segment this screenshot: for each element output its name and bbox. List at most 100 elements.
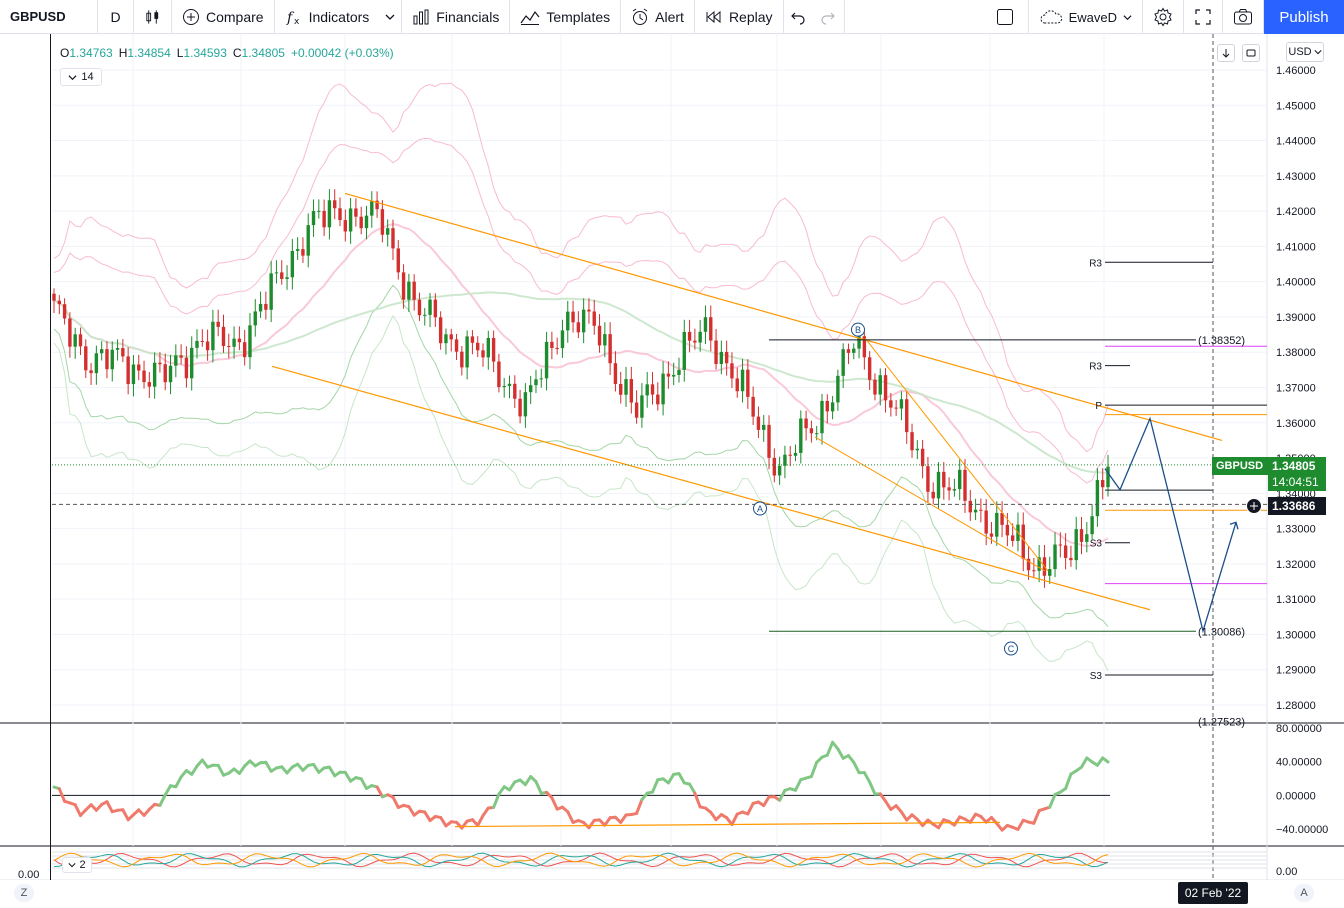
ohlc-legend: O1.34763 H1.34854 L1.34593 C1.34805 +0.0…	[60, 46, 394, 60]
chart-type-button[interactable]	[134, 0, 172, 34]
maximize-pane-button[interactable]	[1242, 44, 1260, 62]
pane2-left-zero: 0.00	[18, 869, 40, 881]
scroll-to-latest-button[interactable]	[1217, 44, 1235, 62]
pane2-series	[53, 852, 1109, 868]
candle-body	[650, 384, 655, 395]
arrow-down-icon	[1222, 49, 1230, 58]
projection-arrowhead	[1229, 521, 1239, 530]
candle-body	[894, 407, 898, 409]
high-label: H	[118, 46, 128, 60]
candle-body	[62, 304, 67, 319]
currency-select[interactable]: USD	[1286, 42, 1324, 62]
candle-body	[200, 340, 205, 342]
candle-body	[407, 281, 411, 300]
candle-body	[804, 418, 808, 429]
candle-body	[333, 200, 337, 209]
price-label: 1.40000	[1276, 277, 1316, 289]
candle-body	[1095, 480, 1100, 517]
oscillator-trendline	[454, 821, 1001, 828]
oscillator-segment	[1101, 756, 1110, 764]
candle-body	[242, 342, 247, 358]
candle-body	[698, 331, 702, 343]
candle-body	[878, 375, 882, 395]
pane2-series	[53, 852, 1109, 868]
indicator-templates-button[interactable]	[379, 0, 403, 34]
redo-icon	[820, 12, 835, 25]
candle-body	[1005, 524, 1010, 536]
price-label: 1.38000	[1276, 347, 1316, 359]
chart-canvas[interactable]: R3R3PS3S3ABC(1.38352)(1.30086)(1.27523) …	[0, 34, 1344, 880]
oscillator-segment	[375, 785, 384, 799]
symbol-search-button[interactable]: GBPUSD	[0, 0, 98, 34]
wave-projection	[1104, 416, 1237, 634]
undo-button[interactable]	[784, 0, 812, 34]
zoom-reset-button[interactable]: Z	[14, 884, 34, 902]
wave-label-circle	[1004, 641, 1018, 656]
templates-button[interactable]: Templates	[510, 0, 622, 34]
candle-body	[396, 248, 400, 273]
candle-body	[126, 356, 130, 385]
candle-body	[423, 314, 427, 316]
indicators-button[interactable]: f x Indicators	[275, 0, 380, 34]
candles	[52, 189, 1110, 588]
candle-body	[671, 374, 676, 377]
candle-body	[714, 340, 718, 365]
oscillator-label: −40.00000	[1276, 824, 1328, 836]
auto-scale-button[interactable]: A	[1294, 884, 1314, 902]
candle-body	[295, 249, 300, 251]
candle-body	[645, 384, 649, 396]
wave-label-circle	[851, 322, 865, 337]
candle-body	[534, 379, 538, 386]
candle-body	[830, 402, 835, 412]
price-label: 1.29000	[1276, 665, 1316, 677]
candle-body	[619, 383, 623, 395]
oscillator-segment	[1095, 756, 1105, 767]
target-label: (1.27523)	[1198, 717, 1245, 729]
open-value: 1.34763	[69, 46, 113, 60]
candle-body	[221, 326, 226, 346]
candle-body	[1048, 569, 1052, 576]
publish-button[interactable]: Publish	[1264, 0, 1344, 34]
gear-icon	[1154, 7, 1172, 27]
candle-body	[640, 395, 644, 418]
financials-button[interactable]: Financials	[402, 0, 511, 34]
oscillator-segment	[587, 818, 596, 830]
oscillator-segment	[1032, 809, 1041, 825]
candle-body	[931, 491, 935, 499]
price-label: 1.28000	[1276, 700, 1316, 712]
candle-body	[963, 469, 967, 501]
snapshot-button[interactable]	[1223, 0, 1264, 34]
candle-body	[899, 399, 904, 409]
square-icon	[996, 9, 1013, 25]
candle-body	[682, 331, 686, 370]
auto-label: A	[1300, 887, 1308, 899]
alert-button[interactable]: Alert	[621, 0, 695, 34]
oscillator-pane: 80.00000 40.00000 0.00000 −40.00000	[52, 723, 1328, 836]
candle-body	[762, 424, 766, 430]
oscillator-segment	[237, 764, 247, 775]
select-layout-button[interactable]	[982, 0, 1028, 34]
oscillator-segment	[778, 788, 787, 802]
compare-button[interactable]: Compare	[172, 0, 275, 34]
save-layout-button[interactable]: EwaveD	[1027, 0, 1143, 34]
indicator-legend-toggle[interactable]: 14	[60, 68, 102, 86]
candle-body	[311, 210, 316, 226]
price-axis[interactable]: 1.46000 1.45000 1.44000 1.43000 1.42000 1.410…	[1276, 65, 1316, 712]
redo-button[interactable]	[812, 0, 845, 34]
interval-button[interactable]: D	[98, 0, 134, 34]
add-alert-button[interactable]	[1246, 498, 1262, 514]
low-label: L	[176, 46, 184, 60]
candle-body	[110, 349, 114, 370]
candle-body	[836, 375, 840, 403]
candle-body	[799, 418, 803, 453]
replay-button[interactable]: Replay	[695, 0, 784, 34]
candle-body	[957, 469, 962, 490]
chart-area[interactable]: R3 R3 P S3 S3 A B C (1.38352) (1.30086) (1.27523) …	[0, 34, 1344, 880]
pivot-label: S3	[1090, 539, 1103, 550]
pane2-legend-toggle[interactable]: 2	[62, 857, 92, 873]
wave-label: B	[855, 325, 861, 335]
candle-body	[942, 471, 946, 488]
candle-body	[375, 200, 379, 210]
settings-button[interactable]	[1143, 0, 1184, 34]
fullscreen-button[interactable]	[1184, 0, 1223, 34]
